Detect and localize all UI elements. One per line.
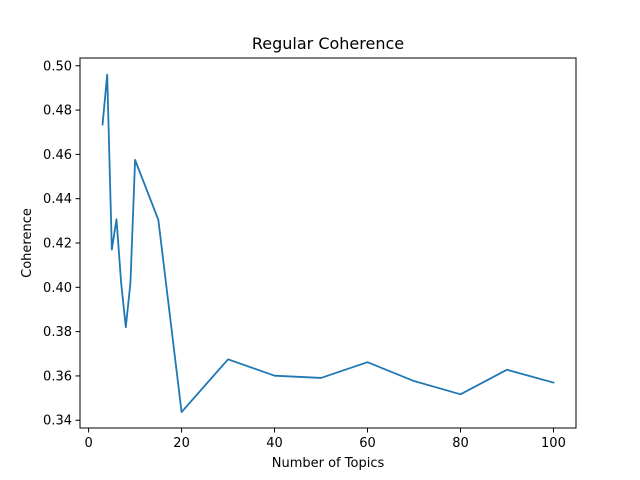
y-tick-label: 0.34 <box>43 414 72 429</box>
x-tick-label: 0 <box>84 436 92 451</box>
y-tick-label: 0.36 <box>43 369 72 384</box>
y-tick-label: 0.42 <box>43 237 72 252</box>
plot-area <box>79 57 577 429</box>
y-tick-label: 0.44 <box>43 192 72 207</box>
y-tick-label: 0.40 <box>43 281 72 296</box>
x-tick-label: 40 <box>266 436 283 451</box>
ticks: 0 20 40 60 80 100 0.34 0.36 0.38 0.40 0.42 0.44 0.46… <box>43 59 566 451</box>
y-tick-label: 0.38 <box>43 325 72 340</box>
series-line-0 <box>101 73 555 413</box>
y-tick-label: 0.48 <box>43 104 72 119</box>
chart-title: Regular Coherence <box>252 34 404 53</box>
x-tick-label: 100 <box>541 436 566 451</box>
x-tick-label: 80 <box>452 436 469 451</box>
y-tick-label: 0.50 <box>43 59 72 74</box>
x-tick-label: 60 <box>359 436 376 451</box>
y-tick-label: 0.46 <box>43 148 72 163</box>
x-axis-label: Number of Topics <box>272 456 385 471</box>
x-tick-label: 20 <box>173 436 190 451</box>
y-axis-label: Coherence <box>20 208 35 278</box>
